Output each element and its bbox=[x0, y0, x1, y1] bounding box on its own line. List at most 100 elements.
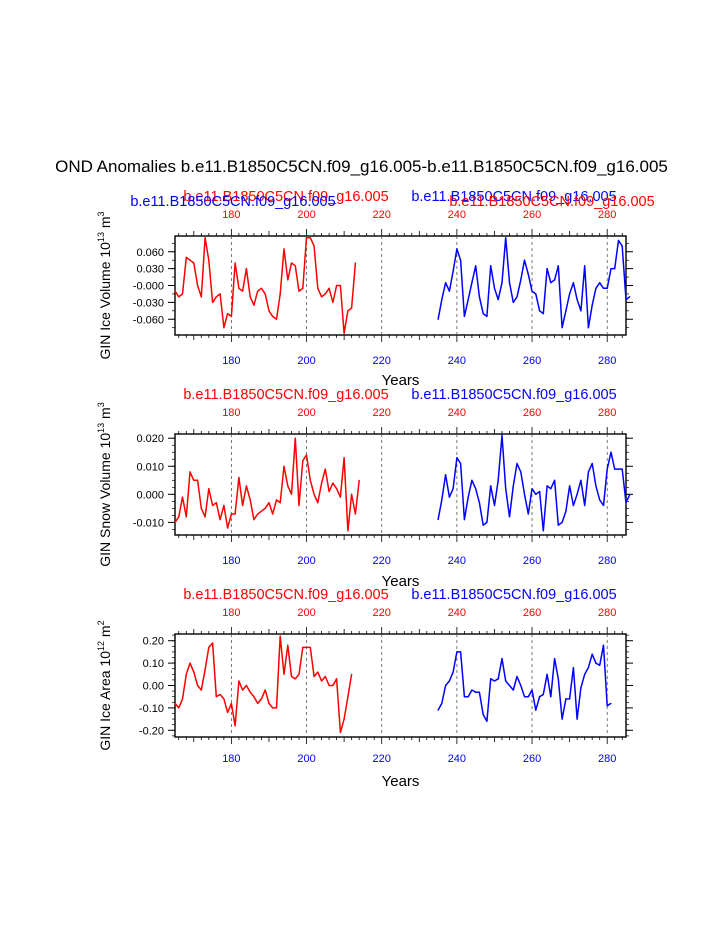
data-point bbox=[475, 691, 477, 693]
data-point bbox=[557, 524, 559, 526]
data-point bbox=[257, 290, 259, 292]
y-axis-title-part: 10 bbox=[97, 242, 113, 262]
top-x-tick-label: 180 bbox=[222, 607, 240, 619]
data-point bbox=[584, 673, 586, 675]
data-point bbox=[351, 673, 353, 675]
data-point bbox=[501, 434, 503, 437]
data-point bbox=[272, 707, 274, 709]
data-point bbox=[242, 504, 244, 507]
data-point bbox=[584, 265, 586, 267]
data-point bbox=[535, 709, 537, 711]
data-point bbox=[557, 678, 559, 680]
data-point bbox=[272, 315, 274, 318]
data-point bbox=[587, 666, 590, 669]
blue-case-label: b.e11.B1850C5CN.f09_g16.005 bbox=[411, 587, 616, 603]
data-point bbox=[324, 675, 326, 678]
data-point bbox=[242, 290, 244, 292]
data-point bbox=[531, 488, 533, 490]
data-point bbox=[238, 476, 240, 479]
data-point bbox=[294, 678, 296, 680]
top-x-tick-label: 280 bbox=[598, 209, 616, 221]
data-point bbox=[181, 293, 184, 295]
data-point bbox=[309, 479, 311, 481]
blue-case-label: b.e11.B1850C5CN.f09_g16.005 bbox=[411, 387, 616, 403]
data-point bbox=[460, 651, 462, 653]
top-x-tick-label: 280 bbox=[598, 407, 616, 419]
data-point bbox=[354, 262, 356, 264]
data-point bbox=[324, 293, 326, 295]
top-x-tick-label: 220 bbox=[373, 607, 391, 619]
data-point bbox=[328, 287, 330, 289]
data-point bbox=[546, 485, 548, 487]
series-line bbox=[174, 635, 353, 734]
data-point bbox=[302, 646, 304, 649]
data-point bbox=[185, 516, 187, 518]
top-x-tick-label: 280 bbox=[598, 607, 616, 619]
data-point bbox=[309, 237, 311, 239]
data-point bbox=[452, 270, 454, 273]
data-point bbox=[283, 673, 285, 675]
data-point bbox=[587, 327, 590, 329]
data-point bbox=[332, 482, 334, 484]
data-point bbox=[339, 731, 341, 734]
data-point bbox=[279, 502, 281, 504]
data-point bbox=[185, 673, 187, 675]
bottom-x-tick-label: 180 bbox=[222, 355, 240, 367]
data-point bbox=[351, 307, 353, 309]
data-point bbox=[290, 675, 293, 678]
data-point bbox=[456, 651, 458, 653]
data-point bbox=[200, 689, 202, 691]
data-point bbox=[249, 499, 251, 501]
y-tick-label: 0.000 bbox=[136, 489, 164, 501]
data-point bbox=[283, 248, 285, 250]
data-point bbox=[516, 675, 518, 678]
data-point bbox=[520, 684, 522, 687]
data-point bbox=[196, 684, 199, 687]
data-point bbox=[253, 304, 255, 306]
y-axis-title: GIN Snow Volume 1013 m3 bbox=[96, 402, 113, 566]
data-point bbox=[512, 301, 514, 303]
data-point bbox=[317, 502, 319, 504]
data-point bbox=[512, 689, 514, 691]
data-point bbox=[223, 504, 225, 507]
y-axis-title-part: 10 bbox=[97, 651, 113, 671]
data-point bbox=[332, 301, 334, 303]
x-axis-title: Years bbox=[382, 372, 420, 389]
data-point bbox=[614, 468, 616, 470]
data-point bbox=[441, 702, 443, 705]
data-point bbox=[347, 530, 349, 532]
data-point bbox=[505, 680, 507, 682]
data-point bbox=[208, 646, 210, 649]
data-point bbox=[625, 298, 627, 301]
data-point bbox=[219, 518, 221, 521]
series-line bbox=[174, 236, 357, 335]
data-point bbox=[185, 256, 187, 258]
data-point bbox=[599, 664, 601, 666]
data-point bbox=[538, 490, 541, 493]
data-point bbox=[497, 479, 499, 481]
data-point bbox=[531, 290, 533, 292]
data-point bbox=[463, 518, 465, 521]
data-point bbox=[200, 507, 202, 509]
data-point bbox=[478, 296, 481, 298]
data-point bbox=[523, 493, 526, 495]
data-point bbox=[595, 662, 597, 664]
bottom-x-tick-label: 260 bbox=[523, 355, 541, 367]
data-point bbox=[264, 293, 266, 295]
data-point bbox=[320, 482, 323, 484]
blue-case-label: b.e11.B1850C5CN.f09_g16.005 bbox=[411, 189, 616, 205]
data-point bbox=[471, 479, 473, 481]
data-point bbox=[456, 248, 458, 250]
data-point bbox=[501, 658, 503, 660]
y-tick-label: -0.000 bbox=[133, 281, 164, 293]
data-point bbox=[230, 315, 232, 318]
top-x-tick-label: 240 bbox=[448, 209, 466, 221]
data-point bbox=[445, 282, 447, 284]
data-point bbox=[493, 680, 496, 682]
data-point bbox=[602, 644, 605, 646]
top-x-tick-label: 180 bbox=[222, 209, 240, 221]
data-point bbox=[260, 287, 263, 289]
data-point bbox=[227, 313, 229, 315]
data-point bbox=[211, 504, 214, 507]
top-x-tick-label: 240 bbox=[448, 407, 466, 419]
